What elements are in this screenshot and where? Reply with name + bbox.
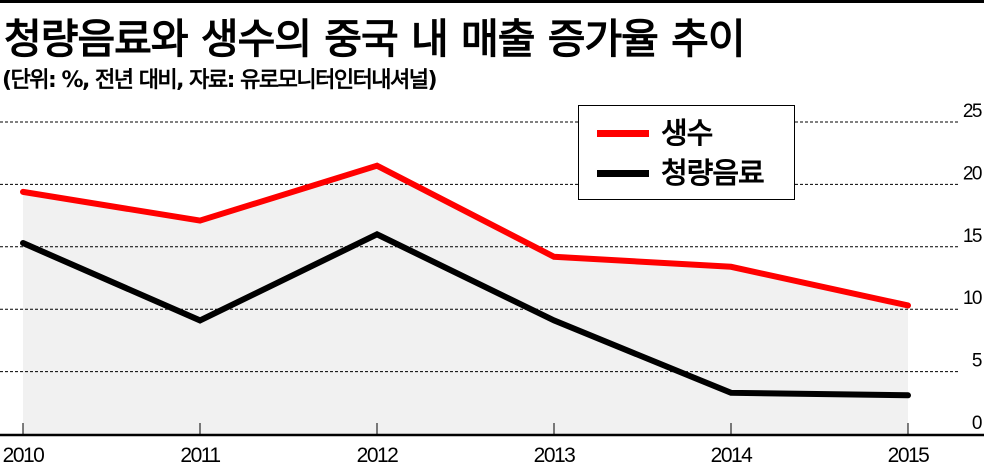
legend-label-water: 생수 — [661, 116, 713, 150]
y-axis-labels: 0 5 10 15 20 25 — [963, 101, 984, 434]
x-tick-label: 2014 — [711, 444, 754, 467]
y-tick-label: 0 — [972, 413, 982, 434]
x-axis-ticks: 2010 2011 2012 2013 2014 2015 — [3, 423, 931, 467]
area-fill — [23, 165, 908, 434]
y-tick-label: 25 — [963, 101, 982, 122]
water-area-fill — [23, 165, 908, 434]
x-tick-label: 2011 — [180, 444, 220, 467]
water-series-line — [20, 162, 911, 309]
legend-item-water: 생수 — [597, 116, 713, 150]
x-tick-label: 2012 — [357, 444, 399, 467]
legend-swatch-water — [597, 129, 649, 137]
legend-swatch-soft-drinks — [597, 169, 649, 177]
x-tick-label: 2010 — [3, 444, 45, 467]
soft-drinks-series-line — [20, 230, 911, 399]
legend: 생수 청량음료 — [578, 105, 795, 200]
x-tick-label: 2013 — [534, 444, 576, 467]
series-lines — [20, 162, 911, 399]
chart-title: 청량음료와 생수의 중국 내 매출 증가율 추이 — [4, 15, 746, 63]
x-tick-label: 2015 — [888, 444, 930, 467]
legend-item-soft-drinks: 청량음료 — [597, 156, 765, 190]
top-rule — [0, 0, 984, 3]
y-tick-label: 20 — [963, 163, 982, 184]
y-tick-label: 5 — [972, 351, 982, 372]
chart-subtitle: (단위: %, 전년 대비, 자료: 유로모니터인터내셔널) — [2, 68, 438, 93]
legend-label-soft-drinks: 청량음료 — [661, 156, 765, 190]
y-tick-label: 10 — [963, 288, 982, 309]
y-tick-label: 15 — [963, 226, 982, 247]
